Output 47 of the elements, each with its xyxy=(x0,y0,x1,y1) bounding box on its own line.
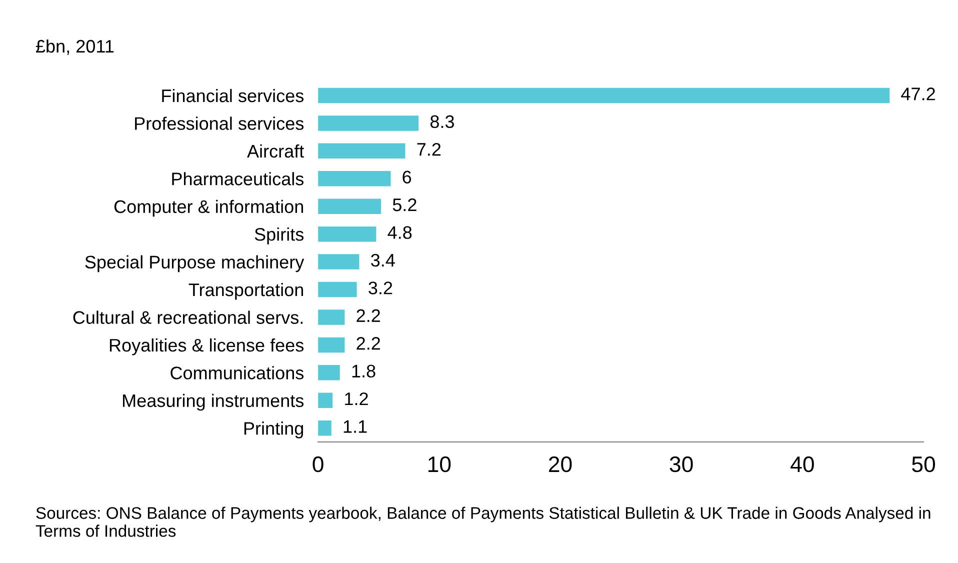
y-tick-label: Professional services xyxy=(135,116,304,130)
bar xyxy=(318,310,345,325)
y-tick-label: Cultural & recreational servs. xyxy=(73,310,303,324)
y-tick-label: Transportation xyxy=(188,282,304,300)
y-tick-label: Royalities & license fees xyxy=(110,338,304,356)
bar xyxy=(318,198,382,214)
bar xyxy=(318,337,345,353)
bar xyxy=(318,392,333,408)
y-tick-label: Financial services xyxy=(162,88,304,102)
bar xyxy=(318,171,391,186)
data-label: 2.2 xyxy=(356,309,380,322)
bar xyxy=(318,226,376,242)
y-axis-title: £bn, 2011 xyxy=(36,39,114,55)
data-label: 8.3 xyxy=(430,115,454,128)
x-tick-label: 20 xyxy=(549,456,572,472)
bar xyxy=(318,88,890,104)
bar xyxy=(318,282,357,298)
x-tick-label: 0 xyxy=(312,456,324,472)
bar xyxy=(318,143,406,159)
source-note: Sources: ONS Balance of Payments yearbook, Balance of Payments Statistical Bulletin & UK Trade in Goods Analysed in Terms of Industries xyxy=(36,506,930,537)
y-tick-label: Pharmaceuticals xyxy=(172,172,304,186)
y-tick-label: Computer & information xyxy=(114,200,304,217)
y-tick-label: Printing xyxy=(244,422,304,438)
data-label: 3.4 xyxy=(371,254,395,267)
data-label: 3.2 xyxy=(368,282,392,294)
data-label: 1.1 xyxy=(344,420,367,433)
data-label: 4.8 xyxy=(388,226,412,239)
x-tick-label: 50 xyxy=(912,456,936,472)
x-tick-label: 30 xyxy=(670,456,693,472)
data-label: 7.2 xyxy=(417,142,441,156)
bar xyxy=(318,254,360,270)
bar xyxy=(318,365,340,380)
x-tick-label: 10 xyxy=(428,456,451,472)
bar xyxy=(318,116,419,131)
data-label: 47.2 xyxy=(901,88,935,100)
data-label: 1.2 xyxy=(345,392,368,406)
data-label: 6 xyxy=(402,170,412,184)
data-label: 1.8 xyxy=(352,364,376,378)
x-tick-label: 40 xyxy=(790,456,814,472)
bar xyxy=(318,420,332,436)
y-tick-label: Spirits xyxy=(254,228,304,244)
y-tick-label: Communications xyxy=(170,366,304,380)
y-tick-label: Special Purpose machinery xyxy=(85,255,304,272)
data-label: 5.2 xyxy=(392,198,416,212)
y-tick-label: Measuring instruments xyxy=(123,394,304,411)
data-label: 2.2 xyxy=(356,337,380,350)
y-tick-label: Aircraft xyxy=(247,144,304,158)
